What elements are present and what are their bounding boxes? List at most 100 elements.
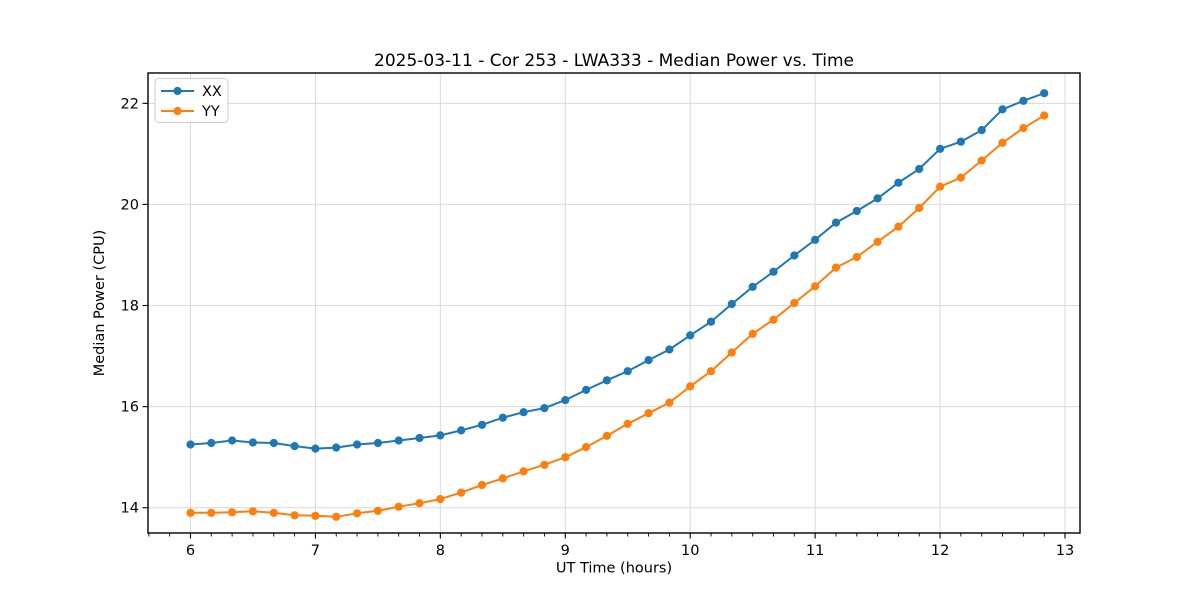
data-point — [519, 467, 528, 476]
data-point — [457, 488, 466, 497]
data-point — [207, 438, 216, 448]
data-point — [186, 440, 195, 449]
y-tick-label: 16 — [121, 400, 139, 416]
legend-label: XX — [202, 84, 222, 100]
data-point — [665, 345, 674, 354]
data-point — [207, 508, 216, 517]
legend-sample-marker — [173, 106, 182, 116]
y-tick-label: 22 — [121, 96, 139, 112]
x-tick-label: 6 — [186, 543, 195, 559]
data-point — [831, 218, 841, 227]
y-tick-label: 14 — [121, 501, 139, 517]
x-tick-label: 10 — [681, 543, 699, 559]
data-point — [873, 194, 882, 203]
plot-border — [147, 72, 1081, 534]
data-point — [811, 235, 820, 244]
data-point — [540, 404, 549, 413]
data-point — [477, 480, 487, 490]
data-point — [311, 511, 320, 520]
data-point — [332, 512, 341, 521]
data-point — [873, 237, 882, 246]
data-point — [623, 367, 632, 376]
data-point — [269, 438, 278, 448]
data-point — [956, 173, 966, 182]
data-point — [727, 348, 736, 357]
data-point — [290, 442, 299, 451]
data-point — [269, 508, 278, 517]
data-point — [186, 508, 195, 517]
data-point — [623, 419, 632, 428]
x-tick-label: 7 — [311, 543, 320, 559]
data-point — [915, 203, 924, 213]
data-point — [665, 398, 674, 407]
data-point — [1019, 96, 1028, 105]
data-point — [248, 438, 257, 447]
series-line-XX — [189, 92, 1046, 450]
data-point — [353, 440, 362, 449]
data-point — [748, 282, 757, 291]
data-point — [415, 499, 424, 508]
x-tick-label: 9 — [561, 543, 570, 559]
data-point — [686, 382, 695, 391]
plot-layers: 6 7 8 9 10 11 12 13 14 16 18 20 22 XX YY — [121, 72, 1081, 559]
legend-entry-XX: XX — [161, 84, 222, 100]
data-point — [852, 206, 861, 216]
data-point — [706, 367, 716, 376]
data-point — [1040, 111, 1049, 120]
x-tick-label: 11 — [806, 543, 824, 559]
data-point — [582, 443, 591, 452]
data-point — [748, 329, 757, 338]
data-point — [602, 376, 612, 385]
data-point — [852, 252, 861, 262]
data-point — [415, 433, 424, 443]
data-point — [498, 413, 507, 422]
data-point — [477, 420, 487, 429]
data-point — [769, 315, 778, 324]
data-point — [811, 282, 820, 291]
data-point — [561, 396, 570, 405]
data-point — [936, 182, 945, 191]
y-tick-label: 20 — [121, 197, 139, 213]
x-tick-label: 12 — [931, 543, 949, 559]
data-point — [228, 436, 237, 445]
data-point — [894, 178, 903, 187]
data-point — [977, 156, 986, 165]
legend-entry-YY: YY — [161, 104, 220, 120]
data-point — [936, 144, 945, 153]
data-point — [498, 474, 507, 483]
data-point — [686, 331, 695, 340]
data-point — [561, 453, 570, 462]
data-point — [727, 299, 736, 309]
data-point — [457, 426, 466, 435]
data-point — [790, 251, 799, 260]
data-point — [228, 508, 237, 517]
legend-sample-marker — [173, 86, 182, 96]
x-tick-label: 8 — [436, 543, 445, 559]
data-point — [998, 138, 1007, 147]
data-point — [769, 267, 778, 276]
data-point — [706, 317, 716, 326]
data-point — [394, 436, 403, 445]
data-point — [436, 495, 445, 504]
data-point — [248, 507, 257, 516]
x-tick-label: 13 — [1056, 543, 1074, 559]
data-point — [894, 222, 903, 231]
data-point — [394, 502, 403, 511]
data-point — [790, 298, 799, 308]
data-point — [831, 263, 841, 272]
data-point — [644, 409, 653, 418]
y-tick-label: 18 — [121, 299, 139, 315]
data-point — [644, 356, 653, 365]
data-point — [956, 137, 966, 146]
x-axis-label: UT Time (hours) — [556, 561, 672, 577]
data-point — [998, 105, 1007, 114]
data-point — [353, 509, 362, 518]
data-point — [373, 438, 382, 448]
series-line-YY — [189, 114, 1046, 518]
data-point — [311, 444, 320, 453]
data-point — [519, 408, 528, 417]
data-point — [1040, 89, 1049, 98]
data-point — [373, 506, 382, 515]
